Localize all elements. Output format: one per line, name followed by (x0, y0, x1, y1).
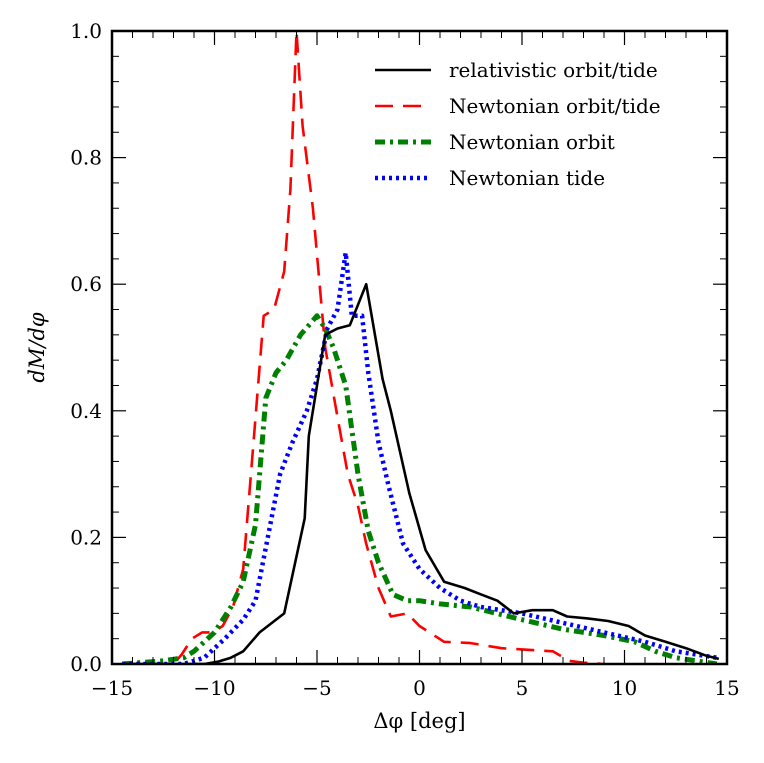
y-axis-label: dM/dφ (25, 312, 49, 382)
legend-label: relativistic orbit/tide (449, 58, 658, 82)
axes: −15 −10 −5 0 5 10 15 0.0 0.2 0.4 0.6 0.8 1.0 (70, 19, 740, 700)
x-tick-label: 10 (612, 676, 637, 700)
x-tick-label: −5 (302, 676, 331, 700)
legend-label: Newtonian tide (449, 166, 605, 190)
legend-entry: Newtonian orbit (375, 130, 615, 154)
x-tick-label: −10 (193, 676, 235, 700)
x-axis-label: Δφ [deg] (373, 709, 465, 733)
x-tick-label: −15 (91, 676, 133, 700)
y-tick-label: 0.2 (70, 525, 102, 549)
legend: relativistic orbit/tide Newtonian orbit/t… (375, 58, 661, 190)
series-line-newtonian-orbit (122, 313, 718, 664)
y-tick-label: 0.6 (70, 272, 102, 296)
y-tick-label: 1.0 (70, 19, 102, 43)
legend-label: Newtonian orbit/tide (449, 94, 661, 118)
x-tick-label: 5 (516, 676, 529, 700)
plot-area (122, 31, 720, 664)
series-lines (122, 31, 720, 664)
x-tick-label: 15 (714, 676, 739, 700)
series-line-newtonian-orbit-tide (122, 31, 605, 664)
x-tick-label: 0 (413, 676, 426, 700)
legend-entry: Newtonian orbit/tide (375, 94, 661, 118)
legend-label: Newtonian orbit (449, 130, 615, 154)
series-line-newtonian-tide (122, 250, 718, 664)
y-tick-label: 0.0 (70, 652, 102, 676)
y-tick-label: 0.4 (70, 399, 102, 423)
legend-entry: Newtonian tide (375, 166, 605, 190)
axes-frame (110, 29, 729, 666)
series-line-relativistic-orbit-tide (122, 282, 720, 664)
legend-entry: relativistic orbit/tide (375, 58, 658, 82)
y-tick-label: 0.8 (70, 146, 102, 170)
